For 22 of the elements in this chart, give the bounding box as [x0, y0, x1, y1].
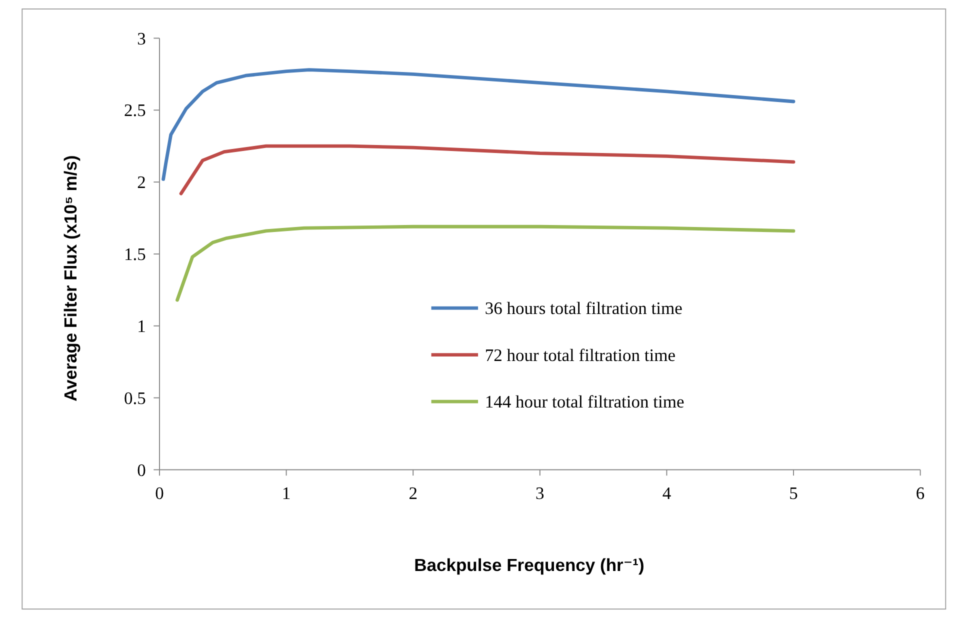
legend-label: 36 hours total filtration time — [484, 298, 683, 318]
y-tick-label: 1.5 — [124, 244, 146, 264]
line-series — [176, 224, 796, 302]
x-tick-label: 3 — [536, 482, 545, 503]
x-tick-label: 2 — [408, 482, 418, 503]
y-axis-title: Average Filter Flux (x10⁵ m/s) — [60, 155, 81, 402]
x-axis-title: Backpulse Frequency (hr⁻¹) — [414, 555, 644, 576]
y-tick-label: 0.5 — [124, 388, 146, 408]
x-tick-label: 4 — [662, 482, 672, 503]
line-series — [179, 144, 796, 196]
legend-label: 144 hour total filtration time — [484, 392, 685, 412]
y-tick-label: 2 — [137, 172, 146, 192]
x-tick-label: 0 — [155, 482, 164, 503]
x-tick-label: 6 — [916, 482, 925, 503]
line-series — [162, 68, 796, 181]
x-tick-label: 1 — [282, 482, 291, 503]
x-tick-label: 5 — [789, 482, 798, 503]
y-tick-label: 3 — [137, 28, 146, 48]
y-tick-label: 2.5 — [124, 100, 146, 120]
legend-label: 72 hour total filtration time — [484, 344, 676, 365]
y-tick-label: 1 — [137, 316, 146, 336]
y-tick-label: 0 — [137, 460, 146, 480]
